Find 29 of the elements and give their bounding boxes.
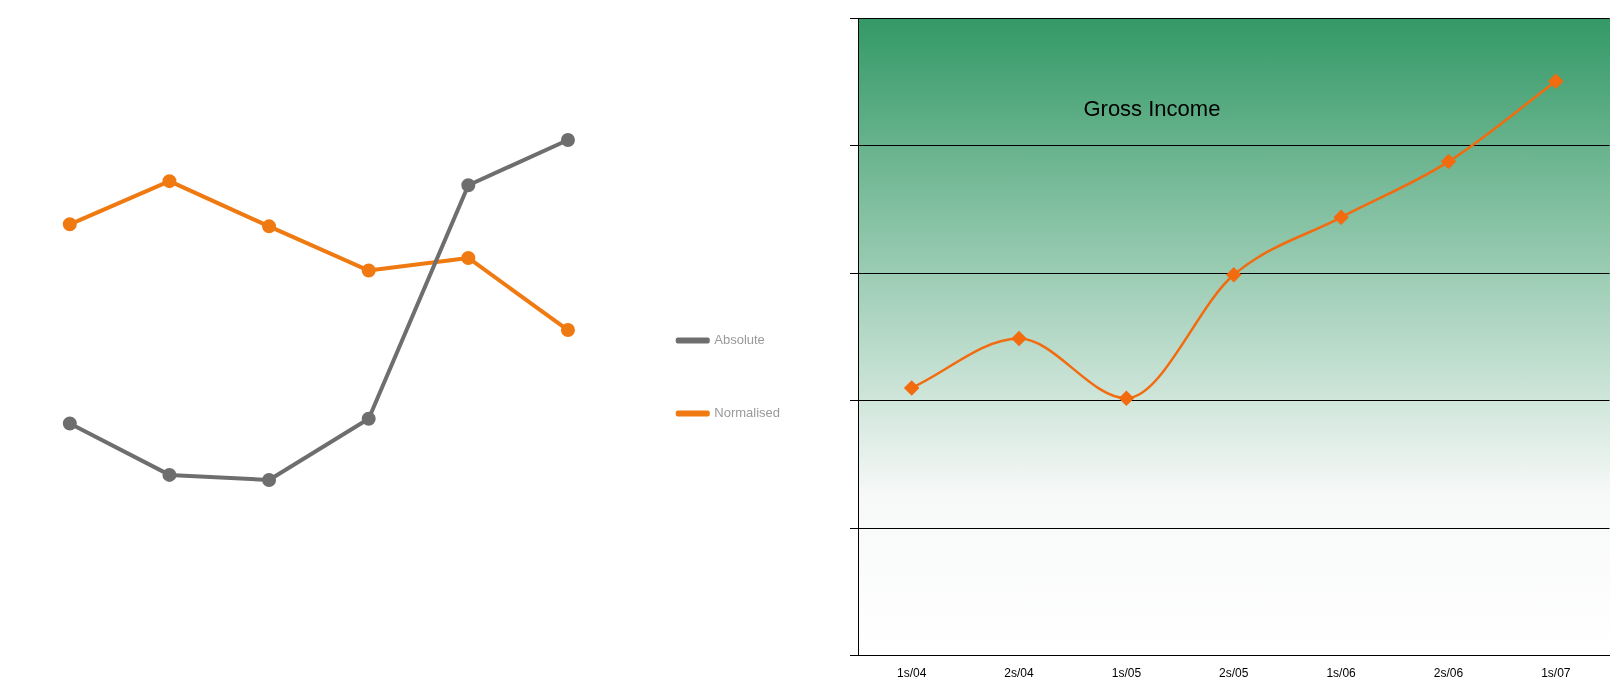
text: Gross Income <box>1083 96 1221 122</box>
point <box>361 411 376 426</box>
x-tick-label: 1s/06 <box>1326 666 1357 681</box>
x-tick-label: 1s/05 <box>1111 666 1142 681</box>
x-tick-label: 1s/04 <box>897 666 927 681</box>
point <box>1548 73 1564 89</box>
point <box>1119 391 1134 406</box>
legend-label: Absolute <box>714 332 765 348</box>
x-tick-label: 2s/06 <box>1433 666 1464 681</box>
point <box>1333 210 1349 225</box>
point <box>461 250 476 265</box>
x-tick-label: 1s/07 <box>1541 666 1571 681</box>
point <box>560 133 575 147</box>
x-tick-label: 2s/04 <box>1004 666 1035 681</box>
legend-label: Normalised <box>714 405 781 421</box>
x-tick-label: 2s/05 <box>1219 666 1249 681</box>
point <box>162 467 177 482</box>
point <box>162 174 177 189</box>
point <box>461 178 476 193</box>
point <box>1441 154 1456 169</box>
point <box>1011 331 1027 346</box>
point <box>62 217 77 232</box>
point <box>62 416 77 431</box>
point <box>262 219 277 234</box>
point <box>560 323 575 338</box>
point <box>361 263 376 278</box>
point <box>904 380 919 396</box>
point <box>1226 267 1241 283</box>
point <box>262 473 277 487</box>
